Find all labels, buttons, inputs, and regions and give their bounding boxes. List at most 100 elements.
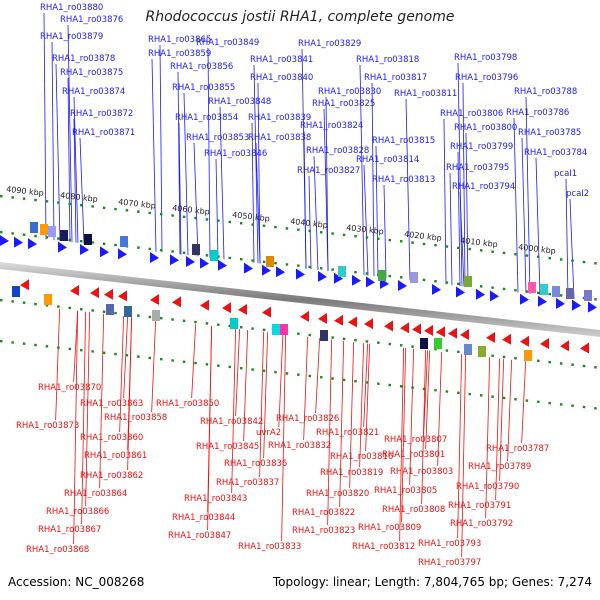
bottom-gene-label[interactable]: RHA1_ro03832 [268,441,331,451]
bottom-gene-label[interactable]: RHA1_ro03866 [46,507,109,517]
top-gene-leader [178,122,182,255]
top-gene-leader [73,96,79,243]
bottom-gene-label[interactable]: RHA1_ro03868 [26,545,89,555]
top-gene-label[interactable]: RHA1_ro03854 [175,113,238,123]
top-gene-label[interactable]: RHA1_ro03786 [506,108,569,118]
top-gene-label[interactable]: RHA1_ro03855 [172,83,235,93]
bottom-gene-label[interactable]: RHA1_ro03803 [390,467,453,477]
bottom-gene-label[interactable]: RHA1_ro03860 [80,433,143,443]
top-gene-label[interactable]: RHA1_ro03846 [204,149,267,159]
top-gene-label[interactable]: RHA1_ro03824 [300,121,363,131]
bottom-gene-label[interactable]: RHA1_ro03845 [196,442,259,452]
bottom-gene-label[interactable]: RHA1_ro03850 [156,399,219,409]
top-gene-label[interactable]: RHA1_ro03875 [60,68,123,78]
top-gene-label[interactable]: RHA1_ro03871 [72,128,135,138]
top-gene-label[interactable]: RHA1_ro03811 [394,89,457,99]
bottom-gene-label[interactable]: RHA1_ro03793 [418,539,481,549]
top-gene-label[interactable]: RHA1_ro03830 [318,87,381,97]
top-gene-label[interactable]: RHA1_ro03800 [454,123,517,133]
bottom-gene-label[interactable]: RHA1_ro03847 [168,531,231,541]
top-gene-label[interactable]: RHA1_ro03853 [186,133,249,143]
top-gene-label[interactable]: RHA1_ro03818 [356,55,419,65]
top-gene-label[interactable]: RHA1_ro03840 [250,73,313,83]
bottom-gene-label[interactable]: RHA1_ro03805 [374,486,437,496]
bottom-gene-label[interactable]: RHA1_ro03837 [216,478,279,488]
forward-gene-arrow [520,293,529,305]
top-gene-label[interactable]: pcaI1 [554,169,577,179]
top-gene-leader [383,184,387,278]
bottom-gene-label[interactable]: RHA1_ro03816 [330,452,393,462]
bottom-gene-leader [191,324,197,399]
top-gene-label[interactable]: RHA1_ro03788 [514,87,577,97]
top-gene-leader [255,142,261,264]
bottom-gene-label[interactable]: RHA1_ro03792 [450,519,513,529]
bottom-gene-label[interactable]: RHA1_ro03861 [84,451,147,461]
bottom-gene-label[interactable]: RHA1_ro03842 [200,417,263,427]
top-gene-label[interactable]: RHA1_ro03856 [170,62,233,72]
top-gene-label[interactable]: RHA1_ro03880 [40,3,103,13]
bottom-gene-label[interactable]: RHA1_ro03843 [184,494,247,504]
bottom-gene-label[interactable]: RHA1_ro03863 [80,399,143,409]
top-gene-label[interactable]: RHA1_ro03839 [248,113,311,123]
top-gene-label[interactable]: RHA1_ro03872 [70,109,133,119]
bottom-gene-label[interactable]: RHA1_ro03820 [306,489,369,499]
top-gene-label[interactable]: RHA1_ro03848 [208,97,271,107]
bottom-gene-label[interactable]: RHA1_ro03791 [448,501,511,511]
top-gene-leader [462,82,466,287]
top-gene-label[interactable]: RHA1_ro03784 [524,148,587,158]
top-gene-label[interactable]: RHA1_ro03796 [455,73,518,83]
forward-gene-arrow [476,288,485,300]
bottom-gene-label[interactable]: RHA1_ro03826 [276,414,339,424]
top-gene-label[interactable]: RHA1_ro03814 [356,155,419,165]
bottom-gene-label[interactable]: RHA1_ro03836 [224,459,287,469]
bottom-gene-label[interactable]: RHA1_ro03808 [382,505,445,515]
top-gene-label[interactable]: RHA1_ro03878 [52,54,115,64]
top-gene-label[interactable]: RHA1_ro03874 [62,87,125,97]
bottom-gene-label[interactable]: RHA1_ro03870 [38,383,101,393]
bottom-gene-label[interactable]: RHA1_ro03809 [358,523,421,533]
bottom-gene-label[interactable]: RHA1_ro03862 [80,471,143,481]
top-gene-label[interactable]: RHA1_ro03829 [298,39,361,49]
bottom-gene-label[interactable]: RHA1_ro03819 [320,468,383,478]
bottom-gene-label[interactable]: RHA1_ro03867 [38,525,101,535]
bottom-gene-label[interactable]: RHA1_ro03833 [238,542,301,552]
top-gene-label[interactable]: RHA1_ro03865 [148,35,211,45]
top-gene-label[interactable]: RHA1_ro03879 [40,32,103,42]
top-gene-label[interactable]: RHA1_ro03815 [372,136,435,146]
top-gene-label[interactable]: RHA1_ro03841 [250,55,313,65]
gene-feature-block [152,310,160,321]
top-gene-label[interactable]: RHA1_ro03825 [312,99,375,109]
bottom-gene-label[interactable]: RHA1_ro03797 [418,558,481,568]
bottom-gene-label[interactable]: RHA1_ro03823 [292,526,355,536]
top-gene-label[interactable]: RHA1_ro03849 [196,38,259,48]
top-gene-label[interactable]: RHA1_ro03828 [306,146,369,156]
top-gene-label[interactable]: RHA1_ro03838 [248,133,311,143]
bottom-gene-label[interactable]: RHA1_ro03873 [16,421,79,431]
bottom-gene-leader [485,357,491,519]
bottom-gene-label[interactable]: RHA1_ro03812 [352,542,415,552]
bottom-gene-label[interactable]: RHA1_ro03789 [468,462,531,472]
top-gene-label[interactable]: pcaI2 [566,189,589,199]
top-gene-label[interactable]: RHA1_ro03817 [364,73,427,83]
bottom-gene-label[interactable]: RHA1_ro03787 [486,444,549,454]
top-gene-label[interactable]: RHA1_ro03798 [454,53,517,63]
bottom-gene-label[interactable]: RHA1_ro03790 [456,482,519,492]
bottom-gene-label[interactable]: RHA1_ro03858 [104,413,167,423]
top-gene-label[interactable]: RHA1_ro03799 [450,142,513,152]
reverse-gene-arrow [436,326,445,338]
top-gene-label[interactable]: RHA1_ro03794 [452,182,515,192]
top-gene-label[interactable]: RHA1_ro03785 [518,128,581,138]
top-gene-label[interactable]: RHA1_ro03806 [440,109,503,119]
bottom-gene-label[interactable]: RHA1_ro03864 [64,489,127,499]
top-gene-label[interactable]: RHA1_ro03876 [60,15,123,25]
top-gene-label[interactable]: RHA1_ro03827 [297,166,360,176]
bottom-gene-label[interactable]: RHA1_ro03822 [292,508,355,518]
bottom-gene-label[interactable]: RHA1_ro03821 [316,428,379,438]
top-gene-label[interactable]: RHA1_ro03859 [148,49,211,59]
top-gene-label[interactable]: RHA1_ro03813 [372,175,435,185]
top-gene-label[interactable]: RHA1_ro03795 [446,163,509,173]
bottom-gene-label[interactable]: RHA1_ro03844 [172,513,235,523]
bottom-gene-label[interactable]: uvrA2 [256,428,281,438]
bottom-gene-label[interactable]: RHA1_ro03801 [382,450,445,460]
bottom-gene-label[interactable]: RHA1_ro03807 [384,435,447,445]
